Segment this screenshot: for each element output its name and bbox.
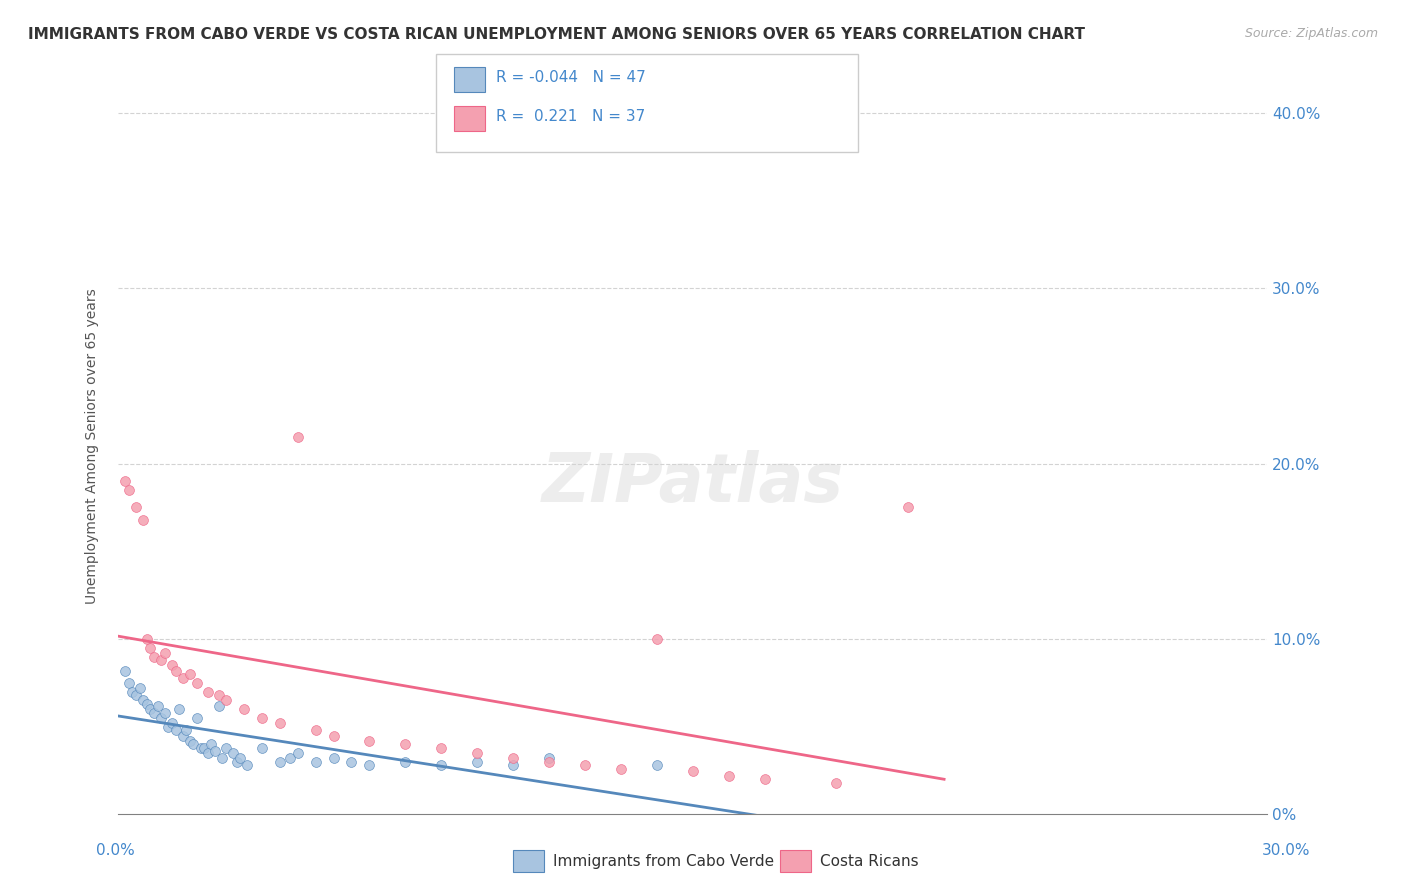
Point — [645, 758, 668, 772]
Point — [394, 755, 416, 769]
Point — [215, 693, 238, 707]
Point — [157, 720, 180, 734]
Point — [682, 764, 704, 778]
Point — [269, 755, 291, 769]
Point — [128, 681, 150, 695]
Point — [186, 711, 208, 725]
Point — [430, 740, 453, 755]
Text: Source: ZipAtlas.com: Source: ZipAtlas.com — [1244, 27, 1378, 40]
Text: IMMIGRANTS FROM CABO VERDE VS COSTA RICAN UNEMPLOYMENT AMONG SENIORS OVER 65 YEA: IMMIGRANTS FROM CABO VERDE VS COSTA RICA… — [28, 27, 1085, 42]
Point — [150, 711, 173, 725]
Point — [250, 740, 273, 755]
Text: Immigrants from Cabo Verde: Immigrants from Cabo Verde — [553, 855, 773, 869]
Point — [204, 744, 226, 758]
Point — [172, 729, 194, 743]
Point — [394, 737, 416, 751]
Point — [153, 706, 176, 720]
Point — [200, 737, 222, 751]
Point — [143, 649, 166, 664]
Point — [430, 758, 453, 772]
Point — [269, 716, 291, 731]
Point — [197, 684, 219, 698]
Point — [502, 751, 524, 765]
Point — [502, 758, 524, 772]
Point — [135, 697, 157, 711]
Point — [232, 702, 254, 716]
Point — [186, 676, 208, 690]
Point — [121, 684, 143, 698]
Point — [172, 671, 194, 685]
Text: 30.0%: 30.0% — [1263, 843, 1310, 858]
Point — [160, 658, 183, 673]
Point — [118, 483, 141, 497]
Point — [165, 723, 187, 738]
Point — [222, 746, 245, 760]
Point — [160, 716, 183, 731]
Y-axis label: Unemployment Among Seniors over 65 years: Unemployment Among Seniors over 65 years — [86, 288, 100, 604]
Point — [174, 723, 197, 738]
Point — [125, 500, 148, 515]
Point — [125, 688, 148, 702]
Point — [211, 751, 233, 765]
Point — [165, 664, 187, 678]
Point — [359, 733, 381, 747]
Text: Costa Ricans: Costa Ricans — [820, 855, 918, 869]
Point — [146, 698, 169, 713]
Point — [537, 755, 560, 769]
Point — [465, 755, 488, 769]
Point — [167, 702, 190, 716]
Point — [193, 740, 215, 755]
Point — [610, 762, 633, 776]
Point — [179, 667, 201, 681]
Text: 0.0%: 0.0% — [96, 843, 135, 858]
Point — [304, 723, 326, 738]
Point — [897, 500, 920, 515]
Point — [825, 776, 848, 790]
Point — [197, 746, 219, 760]
Point — [229, 751, 252, 765]
Point — [143, 706, 166, 720]
Point — [574, 758, 596, 772]
Text: R = -0.044   N = 47: R = -0.044 N = 47 — [496, 70, 647, 85]
Point — [322, 751, 344, 765]
Point — [225, 755, 247, 769]
Point — [537, 751, 560, 765]
Text: ZIPatlas: ZIPatlas — [541, 450, 844, 516]
Point — [287, 746, 309, 760]
Point — [280, 751, 302, 765]
Point — [359, 758, 381, 772]
Point — [118, 676, 141, 690]
Point — [135, 632, 157, 646]
Point — [465, 746, 488, 760]
Point — [754, 772, 776, 787]
Point — [132, 693, 155, 707]
Point — [250, 711, 273, 725]
Point — [183, 737, 205, 751]
Point — [179, 733, 201, 747]
Point — [717, 769, 740, 783]
Text: R =  0.221   N = 37: R = 0.221 N = 37 — [496, 110, 645, 124]
Point — [236, 758, 259, 772]
Point — [150, 653, 173, 667]
Point — [190, 740, 212, 755]
Point — [114, 664, 136, 678]
Point — [153, 646, 176, 660]
Point — [304, 755, 326, 769]
Point — [287, 430, 309, 444]
Point — [340, 755, 363, 769]
Point — [139, 702, 162, 716]
Point — [207, 688, 229, 702]
Point — [132, 513, 155, 527]
Point — [645, 632, 668, 646]
Point — [114, 474, 136, 488]
Point — [215, 740, 238, 755]
Point — [207, 698, 229, 713]
Point — [139, 640, 162, 655]
Point — [322, 729, 344, 743]
